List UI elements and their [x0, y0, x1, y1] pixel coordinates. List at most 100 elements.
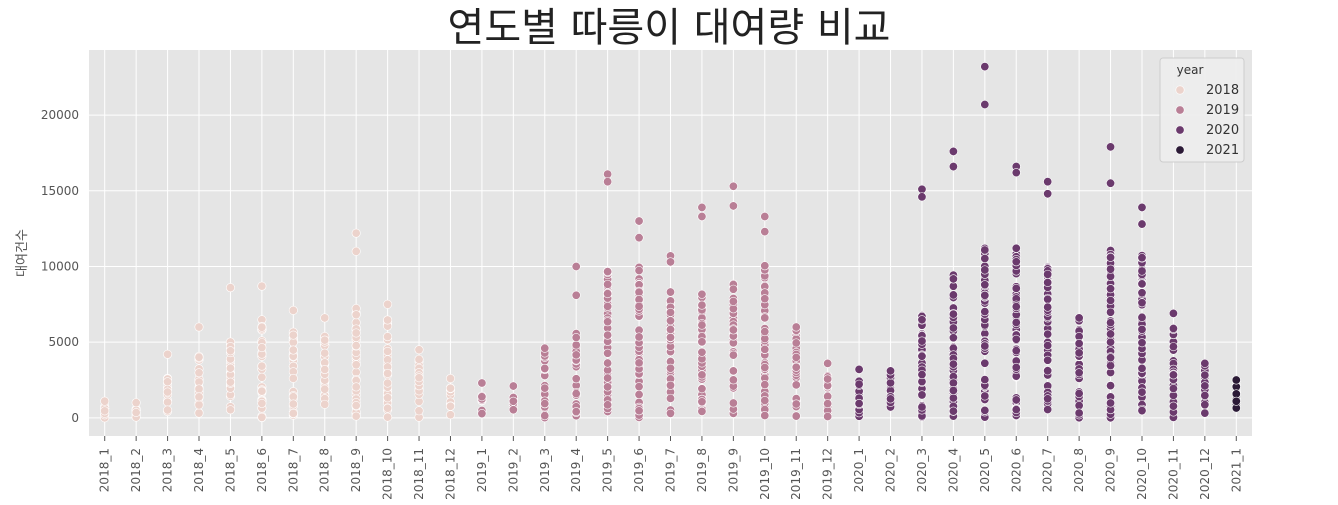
data-point: [1106, 252, 1116, 262]
data-point: [917, 192, 927, 202]
data-point: [1011, 283, 1021, 293]
data-point: [917, 370, 927, 380]
data-point: [665, 332, 675, 342]
data-point: [603, 169, 613, 179]
data-point: [257, 343, 267, 353]
x-tick-label: 2018_7: [286, 448, 300, 492]
data-point: [1168, 323, 1178, 333]
data-point: [194, 322, 204, 332]
data-point: [603, 279, 613, 289]
data-point: [571, 407, 581, 417]
data-point: [603, 317, 613, 327]
data-point: [288, 408, 298, 418]
legend-marker: [1175, 85, 1185, 95]
data-point: [634, 216, 644, 226]
data-point: [948, 386, 958, 396]
x-tick-label: 2020_6: [1009, 448, 1023, 492]
data-point: [603, 301, 613, 311]
data-point: [823, 358, 833, 368]
data-point: [1200, 408, 1210, 418]
data-point: [1106, 284, 1116, 294]
data-point: [288, 305, 298, 315]
x-tick-label: 2018_3: [161, 448, 175, 492]
data-point: [1011, 243, 1021, 253]
data-point: [1043, 277, 1053, 287]
x-tick-label: 2018_6: [255, 448, 269, 492]
data-point: [445, 383, 455, 393]
data-point: [980, 307, 990, 317]
data-point: [1011, 318, 1021, 328]
data-point: [603, 348, 613, 358]
data-point: [854, 364, 864, 374]
data-point: [1043, 366, 1053, 376]
data-point: [414, 345, 424, 355]
data-point: [697, 289, 707, 299]
data-point: [1043, 341, 1053, 351]
data-point: [1106, 329, 1116, 339]
data-point: [320, 399, 330, 409]
data-point: [603, 358, 613, 368]
data-point: [320, 313, 330, 323]
data-point: [791, 352, 801, 362]
data-point: [1137, 324, 1147, 334]
x-tick-label: 2018_2: [129, 448, 143, 492]
data-point: [540, 411, 550, 421]
data-point: [854, 398, 864, 408]
data-point: [1137, 298, 1147, 308]
data-point: [351, 310, 361, 320]
data-point: [917, 351, 927, 361]
x-tick-label: 2020_2: [884, 448, 898, 492]
data-point: [948, 393, 958, 403]
chart-title: 연도별 따릉이 대여량 비교: [447, 5, 891, 51]
data-point: [1106, 142, 1116, 152]
data-point: [100, 406, 110, 416]
data-point: [1074, 408, 1084, 418]
data-point: [351, 411, 361, 421]
data-point: [980, 375, 990, 385]
data-point: [257, 322, 267, 332]
x-tick-label: 2019_7: [664, 448, 678, 492]
data-point: [351, 401, 361, 411]
data-point: [1011, 362, 1021, 372]
data-point: [351, 228, 361, 238]
legend-title: year: [1177, 63, 1204, 77]
data-point: [1106, 353, 1116, 363]
data-point: [1137, 312, 1147, 322]
data-point: [163, 387, 173, 397]
data-point: [980, 99, 990, 109]
data-point: [257, 386, 267, 396]
data-point: [383, 332, 393, 342]
data-point: [1137, 406, 1147, 416]
data-point: [634, 389, 644, 399]
data-point: [980, 280, 990, 290]
data-point: [760, 227, 770, 237]
data-point: [760, 261, 770, 271]
data-point: [728, 181, 738, 191]
data-point: [1043, 394, 1053, 404]
data-point: [1043, 189, 1053, 199]
data-point: [1011, 168, 1021, 178]
legend-label: 2018: [1206, 83, 1239, 98]
data-point: [1200, 370, 1210, 380]
data-point: [665, 257, 675, 267]
data-point: [1011, 405, 1021, 415]
data-point: [760, 344, 770, 354]
data-point: [1200, 358, 1210, 368]
x-tick-label: 2018_11: [412, 448, 426, 500]
data-point: [665, 316, 675, 326]
data-point: [917, 315, 927, 325]
data-point: [791, 338, 801, 348]
data-point: [791, 322, 801, 332]
x-tick-label: 2019_2: [506, 448, 520, 492]
data-point: [697, 337, 707, 347]
data-point: [603, 330, 613, 340]
x-tick-label: 2018_5: [223, 448, 237, 492]
data-point: [697, 347, 707, 357]
data-point: [477, 409, 487, 419]
y-tick-label: 20000: [41, 108, 79, 122]
data-point: [1168, 370, 1178, 380]
data-point: [634, 266, 644, 276]
data-point: [540, 363, 550, 373]
x-tick-label: 2018_8: [318, 448, 332, 492]
